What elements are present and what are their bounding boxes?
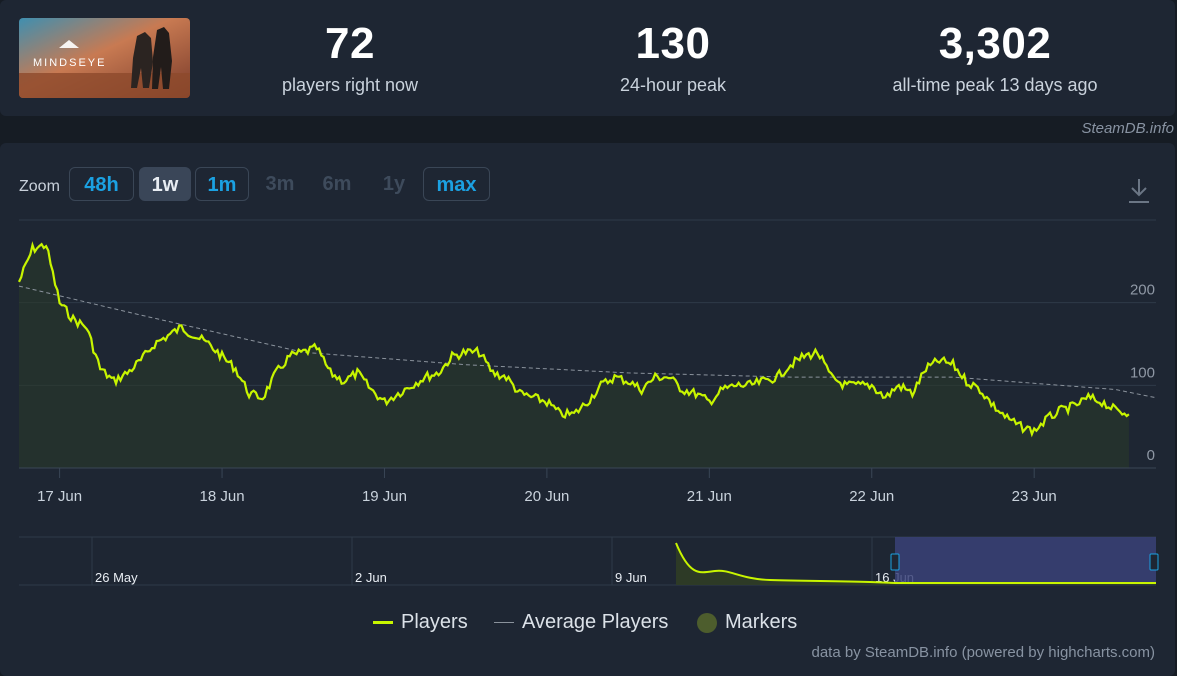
average-players-line bbox=[18, 285, 1157, 399]
player-count-chart: 0 100 200 17 Jun 18 Jun 19 Jun 20 Jun 21 Jun 22… bbox=[18, 219, 1159, 586]
all-time-peak-value: 3,302 bbox=[938, 19, 1052, 68]
navigator-left-handle[interactable] bbox=[890, 553, 900, 571]
zoom-3m-button[interactable]: 3m bbox=[265, 173, 295, 195]
navigator-tick-label: 26 May bbox=[95, 570, 138, 585]
x-tick-label: 20 Jun bbox=[524, 488, 569, 505]
x-tick-label: 17 Jun bbox=[37, 488, 82, 505]
game-logo-text: MINDSEYE bbox=[33, 57, 106, 69]
legend-average-label: Average Players bbox=[522, 611, 669, 633]
zoom-1y-button[interactable]: 1y bbox=[382, 173, 406, 195]
y-tick-label: 200 bbox=[1130, 282, 1155, 299]
zoom-48h-button[interactable]: 48h bbox=[69, 167, 134, 201]
stats-panel: MINDSEYE 72 players right now 130 24-hou… bbox=[0, 0, 1175, 116]
current-players-label: players right now bbox=[281, 75, 419, 95]
zoom-6m-button[interactable]: 6m bbox=[322, 173, 352, 195]
x-tick-label: 19 Jun bbox=[362, 488, 407, 505]
x-axis-ticks bbox=[19, 467, 1156, 478]
legend-players-swatch bbox=[373, 621, 393, 624]
peak-24h-value: 130 bbox=[635, 19, 711, 68]
peak-24h-label: 24-hour peak bbox=[619, 75, 727, 95]
chart-legend: Players Average Players Markers bbox=[0, 611, 1175, 641]
all-time-peak-label: all-time peak 13 days ago bbox=[892, 75, 1098, 95]
stat-all-time-peak: 3,302 all-time peak 13 days ago bbox=[860, 18, 1130, 96]
y-tick-label: 100 bbox=[1130, 364, 1155, 381]
x-tick-label: 23 Jun bbox=[1012, 488, 1057, 505]
navigator[interactable]: 26 May 2 Jun 9 Jun 16 Jun bbox=[19, 536, 1159, 586]
legend-markers-label: Markers bbox=[725, 611, 798, 633]
legend-markers[interactable]: Markers bbox=[697, 611, 797, 634]
legend-average-swatch bbox=[494, 622, 514, 623]
zoom-label: Zoom bbox=[19, 178, 60, 195]
x-axis-labels: 17 Jun 18 Jun 19 Jun 20 Jun 21 Jun 22 Jun 23 J… bbox=[37, 488, 1057, 505]
navigator-tick-label: 9 Jun bbox=[615, 570, 647, 585]
download-icon[interactable] bbox=[1127, 177, 1151, 205]
navigator-tick-label: 2 Jun bbox=[355, 570, 387, 585]
y-axis-labels: 0 100 200 bbox=[1130, 282, 1155, 464]
x-tick-label: 21 Jun bbox=[687, 488, 732, 505]
legend-markers-swatch bbox=[697, 612, 717, 633]
chart-panel: Zoom 48h 1w 1m 3m 6m 1y max 0 100 200 17 J… bbox=[0, 143, 1175, 676]
game-artwork: MINDSEYE bbox=[19, 18, 190, 98]
zoom-1m-button[interactable]: 1m bbox=[195, 167, 249, 201]
navigator-right-handle[interactable] bbox=[1149, 553, 1159, 571]
y-tick-label: 0 bbox=[1147, 447, 1155, 464]
steamdb-credit-link[interactable]: SteamDB.info bbox=[1081, 120, 1174, 137]
legend-players-label: Players bbox=[401, 611, 468, 633]
zoom-max-button[interactable]: max bbox=[423, 167, 490, 201]
stat-current-players: 72 players right now bbox=[270, 18, 430, 96]
stat-24h-peak: 130 24-hour peak bbox=[593, 18, 753, 96]
navigator-line bbox=[675, 542, 1156, 584]
zoom-1w-button[interactable]: 1w bbox=[139, 167, 191, 201]
players-area-fill bbox=[19, 244, 1129, 468]
current-players-value: 72 bbox=[325, 19, 375, 68]
players-line bbox=[18, 241, 1130, 438]
navigator-area bbox=[676, 543, 1156, 585]
navigator-selection-range[interactable] bbox=[895, 537, 1156, 585]
x-tick-label: 22 Jun bbox=[849, 488, 894, 505]
x-tick-label: 18 Jun bbox=[200, 488, 245, 505]
legend-players[interactable]: Players bbox=[373, 611, 468, 634]
highcharts-credit[interactable]: data by SteamDB.info (powered by highcha… bbox=[811, 644, 1156, 661]
legend-average-players[interactable]: Average Players bbox=[494, 611, 668, 634]
game-thumbnail[interactable]: MINDSEYE bbox=[19, 18, 190, 98]
